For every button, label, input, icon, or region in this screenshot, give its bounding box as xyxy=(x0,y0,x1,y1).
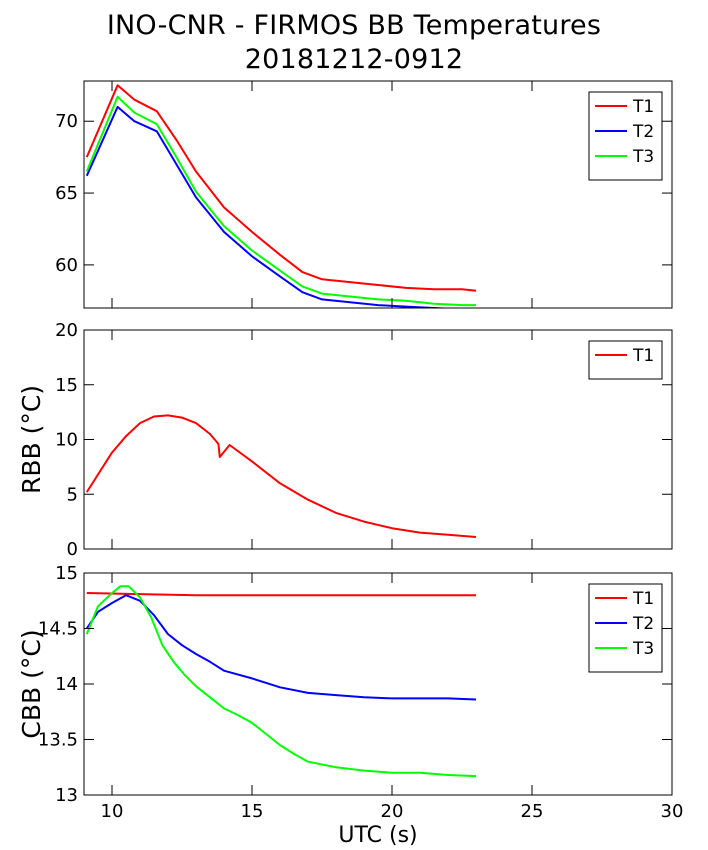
y-tick-label: 70 xyxy=(55,111,78,132)
y-tick-label: 5 xyxy=(67,484,78,505)
legend-label-t2: T2 xyxy=(632,614,654,634)
y-tick-label: 10 xyxy=(55,430,78,451)
legend-label-t1: T1 xyxy=(632,346,654,366)
series-line-t3 xyxy=(85,95,476,307)
x-tick-label: 10 xyxy=(101,801,124,822)
chart-subtitle: 20181212-0912 xyxy=(244,44,464,75)
y-axis-label: RBB (°C) xyxy=(17,385,46,494)
plot-frame xyxy=(83,80,673,309)
x-tick-label: 30 xyxy=(661,801,684,822)
legend-label-t1: T1 xyxy=(632,589,654,609)
series-line-t2 xyxy=(85,105,455,308)
legend: T1 xyxy=(588,340,663,380)
y-tick-label: 14.5 xyxy=(38,619,78,640)
plot-frame xyxy=(83,572,673,796)
plot-frame xyxy=(83,329,673,550)
y-tick-label: 15 xyxy=(55,375,78,396)
y-tick-label: 0 xyxy=(67,539,78,560)
legend-box xyxy=(588,340,663,380)
chart-title: INO-CNR - FIRMOS BB Temperatures xyxy=(106,10,602,41)
legend-label-t1: T1 xyxy=(632,97,654,117)
y-axis-label: CBB (°C) xyxy=(17,629,46,738)
x-tick-label: 25 xyxy=(521,801,544,822)
panel-2: 0 5 10 15 20 RBB (°C) T1 xyxy=(17,320,673,560)
series-line-t2 xyxy=(85,594,477,701)
legend-label-t2: T2 xyxy=(632,122,654,142)
x-tick-label: 15 xyxy=(241,801,264,822)
panel-1: 60 65 70 T1 T2 T3 xyxy=(55,80,673,309)
y-tick-label: 20 xyxy=(55,320,78,341)
series-line-t1 xyxy=(85,84,477,292)
panel-3: 10 15 20 25 30 13 13.5 14 14.5 15 CBB (°C) UTC (s) T… xyxy=(17,563,683,848)
y-tick-label: 13.5 xyxy=(38,730,78,751)
y-tick-label: 65 xyxy=(55,183,78,204)
x-tick-label: 20 xyxy=(381,801,404,822)
y-tick-label: 14 xyxy=(55,674,78,695)
y-tick-label: 60 xyxy=(55,255,78,276)
legend: T1 T2 T3 xyxy=(588,583,663,673)
legend-label-t3: T3 xyxy=(632,639,654,659)
series-line-t1 xyxy=(86,592,476,597)
legend: T1 T2 T3 xyxy=(588,91,663,181)
y-tick-label: 15 xyxy=(55,563,78,584)
series-line-t1 xyxy=(85,414,477,538)
y-tick-label: 13 xyxy=(55,785,78,806)
legend-label-t3: T3 xyxy=(632,147,654,167)
x-axis-label: UTC (s) xyxy=(338,823,417,848)
series-line-t3 xyxy=(85,585,477,778)
